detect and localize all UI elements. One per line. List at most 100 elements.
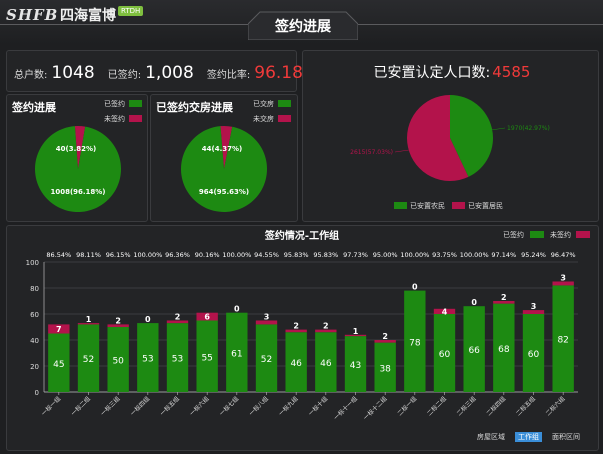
bar-rate-label: 94.55% xyxy=(254,251,279,259)
bar-unsigned-label: 0 xyxy=(234,305,240,314)
bar-rate-label: 97.73% xyxy=(343,251,368,259)
bar-signed-label: 45 xyxy=(53,360,64,370)
legend-handed-label: 已交房 xyxy=(253,100,274,108)
bar-signed-label: 55 xyxy=(201,353,212,363)
summary-panel xyxy=(6,50,297,92)
bar-unsigned xyxy=(552,281,574,286)
header-line-right xyxy=(353,24,603,25)
population-total: 4585 xyxy=(492,63,531,81)
bar-unsigned xyxy=(48,324,70,334)
bar-rate-label: 95.00% xyxy=(373,251,398,259)
filter-area-range-button[interactable]: 面积区间 xyxy=(552,433,580,441)
bar-unsigned xyxy=(493,301,515,304)
bar-unsigned-label: 0 xyxy=(412,283,418,292)
handover-pie-chart: 44(4.37%) 964(95.63%) xyxy=(181,126,267,212)
bar-unsigned xyxy=(196,312,218,321)
y-tick-label: 100 xyxy=(26,259,39,267)
bar-unsigned xyxy=(433,308,456,314)
legend-not-handed-label: 未交房 xyxy=(253,115,274,123)
bar-signed-label: 38 xyxy=(379,364,391,374)
population-leader-residents xyxy=(394,149,410,153)
bar-signed-label: 68 xyxy=(498,345,510,355)
bar-signed xyxy=(315,332,337,392)
bar-rate-label: 98.11% xyxy=(76,251,101,259)
bar-unsigned-label: 1 xyxy=(353,327,359,336)
bar-signed xyxy=(48,333,70,392)
bar-signed-label: 82 xyxy=(557,336,568,346)
signing-progress-title: 签约进展 xyxy=(12,101,56,114)
brand-logo-en: SHFB xyxy=(6,6,59,24)
bar-unsigned-label: 0 xyxy=(471,298,477,307)
filter-workgroup-button[interactable]: 工作组 xyxy=(515,432,542,442)
bar-unsigned-label: 2 xyxy=(175,313,181,322)
legend-signed-label: 已签约 xyxy=(104,100,125,108)
workgroup-bar-chart: 签约情况-工作组 已签约 未签约02040608010045786.54%一标一组5… xyxy=(26,229,590,422)
header-line-left xyxy=(0,24,253,25)
bar-rate-label: 96.15% xyxy=(106,251,131,259)
legend-unsigned-label: 未签约 xyxy=(104,115,125,123)
filter-housing-area-button[interactable]: 房屋区域 xyxy=(477,433,505,441)
bar-signed xyxy=(107,327,129,392)
handover-pie-slice-已交房 xyxy=(181,126,267,212)
bar-legend-swatch-1 xyxy=(576,231,590,238)
population-legend-label-0: 已安置农民 xyxy=(410,201,445,210)
signing-pie-slice-未签约 xyxy=(74,126,86,169)
bar-unsigned xyxy=(107,324,129,327)
signing-pie-slice-已签约 xyxy=(34,126,121,212)
x-tick-label: 二标六组 xyxy=(544,395,567,418)
bar-signed xyxy=(285,332,307,392)
bar-unsigned xyxy=(374,340,396,343)
x-tick-label: 一标十二组 xyxy=(362,395,389,422)
x-tick-label: 一标一组 xyxy=(40,395,63,418)
bar-signed-label: 46 xyxy=(290,359,302,369)
bar-rate-label: 100.00% xyxy=(133,251,162,259)
bar-signed xyxy=(255,324,278,392)
bar-unsigned-label: 2 xyxy=(293,322,299,331)
bar-rate-label: 95.83% xyxy=(313,251,338,259)
title-tab-shape xyxy=(248,11,358,40)
population-label-farmers: 1970(42.97%) xyxy=(507,125,550,132)
bar-unsigned-label: 6 xyxy=(204,313,210,322)
bar-unsigned-label: 2 xyxy=(382,332,388,341)
bar-legend-label-1: 未签约 xyxy=(550,230,571,239)
bar-signed-label: 53 xyxy=(142,355,153,365)
bar-unsigned-label: 2 xyxy=(501,293,507,302)
bar-signed xyxy=(552,285,574,392)
x-tick-label: 一标二组 xyxy=(69,395,92,418)
bar-rate-label: 96.47% xyxy=(551,251,576,259)
legend-handed-swatch xyxy=(278,100,291,107)
signing-pie-label-signed: 1008(96.18%) xyxy=(50,188,105,196)
population-slice-farmers xyxy=(450,95,493,177)
bar-signed-label: 78 xyxy=(409,338,421,348)
population-title-label: 已安置认定人口数: xyxy=(373,65,491,81)
y-tick-label: 80 xyxy=(30,285,39,293)
bar-unsigned-label: 7 xyxy=(56,325,62,334)
x-tick-label: 一标三组 xyxy=(99,395,122,418)
rate-label: 签约比率: xyxy=(206,70,251,81)
legend-signed-swatch xyxy=(129,100,142,107)
y-tick-label: 0 xyxy=(35,389,39,397)
bar-unsigned xyxy=(77,323,100,325)
bar-signed xyxy=(226,312,248,392)
population-legend-swatch-0 xyxy=(394,202,407,209)
x-tick-label: 二标五组 xyxy=(514,395,537,418)
y-tick-label: 40 xyxy=(30,337,39,345)
brand-badge: RTDH xyxy=(118,6,144,16)
x-tick-label: 一标十一组 xyxy=(332,395,359,422)
page-title: 签约进展 xyxy=(275,19,331,35)
bar-chart-title: 签约情况-工作组 xyxy=(264,229,339,242)
bar-unsigned xyxy=(344,334,367,337)
x-tick-label: 二标二组 xyxy=(425,395,448,418)
bar-signed xyxy=(433,314,456,392)
bar-signed xyxy=(404,290,426,392)
bar-legend-label-0: 已签约 xyxy=(503,230,524,239)
bar-unsigned xyxy=(166,320,189,324)
bar-rate-label: 90.16% xyxy=(195,251,220,259)
bar-unsigned-label: 3 xyxy=(531,302,537,311)
x-tick-label: 一标四组 xyxy=(129,395,152,418)
population-label-residents: 2615(57.03%) xyxy=(350,149,393,156)
x-tick-label: 一标十组 xyxy=(307,395,330,418)
bar-signed-label: 61 xyxy=(231,349,242,359)
handover-progress-title: 已签约交房进展 xyxy=(156,101,233,114)
